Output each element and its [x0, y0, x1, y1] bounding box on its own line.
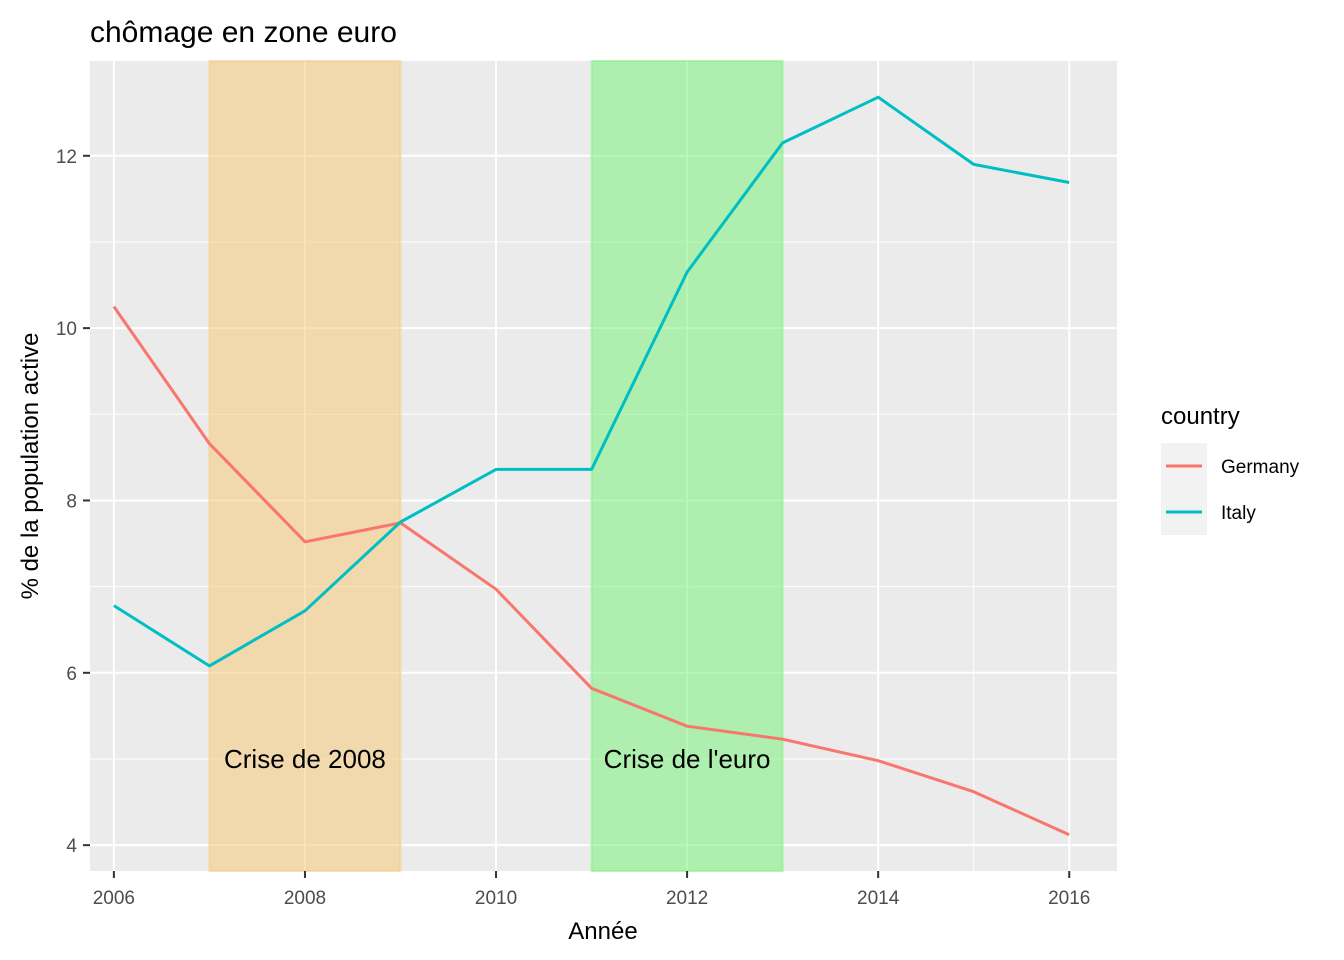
legend: country Germany Italy	[1161, 403, 1300, 535]
y-axis-title: % de la population active	[17, 333, 44, 600]
x-tick-label: 2006	[93, 888, 135, 909]
x-tick-label: 2014	[857, 888, 900, 909]
x-axis: 2006 2008 2010 2012 2014 2016	[93, 871, 1090, 909]
x-tick-label: 2010	[475, 888, 517, 909]
y-tick-label: 8	[66, 491, 77, 512]
legend-title: country	[1161, 403, 1240, 430]
y-tick-label: 10	[56, 319, 77, 340]
region-annotation: Crise de 2008	[224, 744, 386, 774]
x-axis-title: Année	[568, 918, 637, 945]
legend-label: Italy	[1221, 503, 1256, 524]
series-lines	[112, 95, 1070, 837]
region-annotations: Crise de 2008 Crise de l'euro	[224, 744, 770, 774]
region-annotation: Crise de l'euro	[604, 744, 771, 774]
shaded-region	[208, 60, 402, 872]
y-tick-label: 12	[56, 147, 77, 168]
x-tick-label: 2016	[1048, 888, 1090, 909]
y-axis: 4 6 8 10 12	[56, 147, 90, 857]
legend-label: Germany	[1221, 457, 1300, 478]
chart-title: chômage en zone euro	[90, 16, 397, 49]
series-line	[113, 95, 1070, 668]
x-tick-label: 2012	[666, 888, 708, 909]
x-tick-label: 2008	[284, 888, 326, 909]
series-line	[112, 305, 1070, 837]
y-tick-label: 6	[66, 664, 77, 685]
y-tick-label: 4	[66, 836, 77, 857]
